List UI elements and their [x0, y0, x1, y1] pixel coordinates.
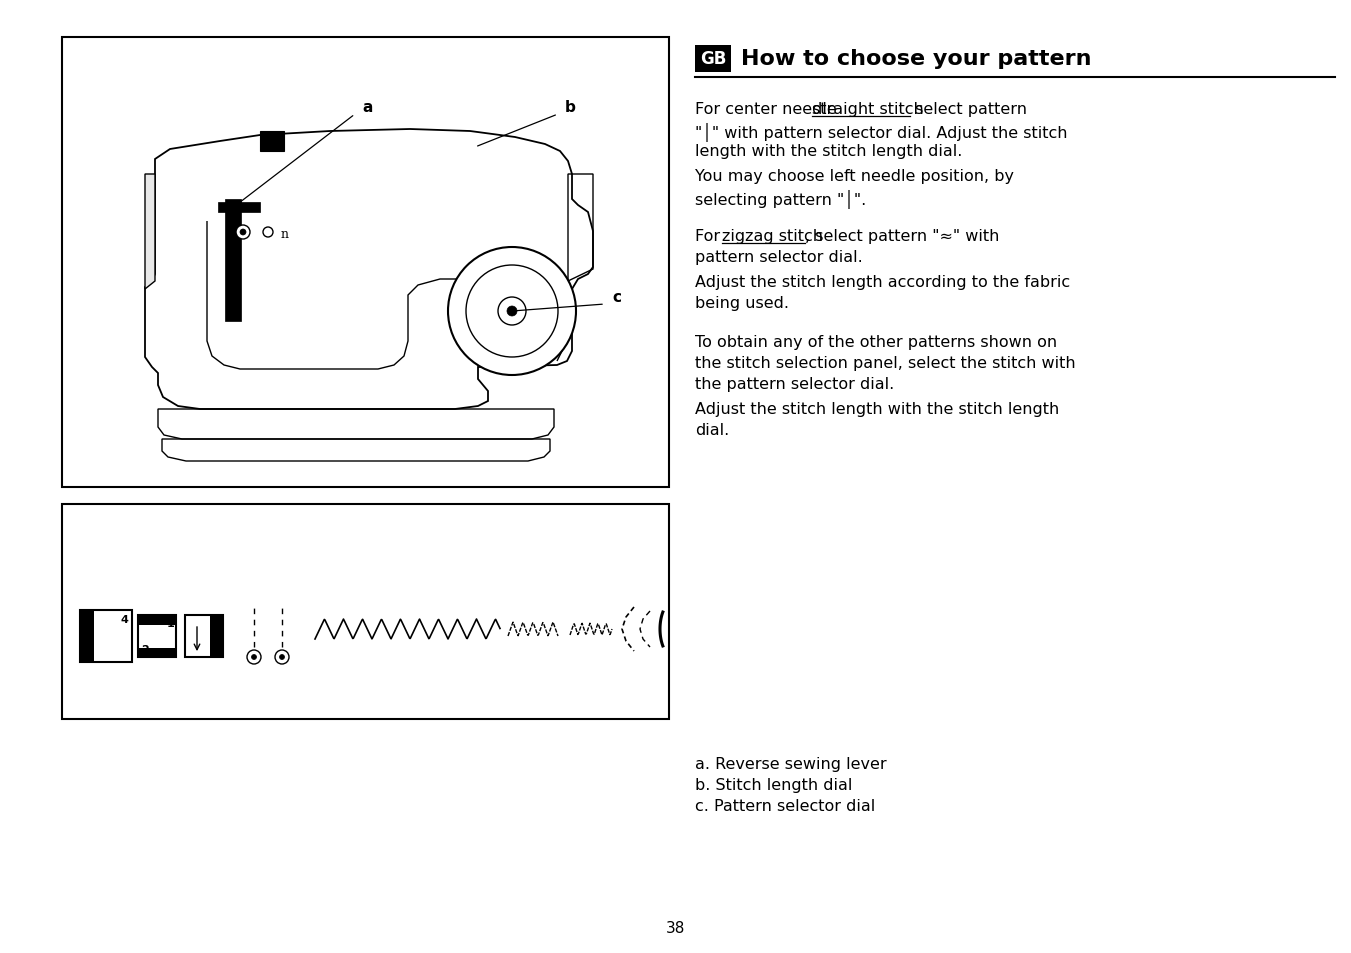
Circle shape	[507, 307, 517, 316]
Bar	[139, 617, 176, 625]
Bar	[139, 648, 176, 658]
Text: To obtain any of the other patterns shown on: To obtain any of the other patterns show…	[694, 335, 1056, 350]
Circle shape	[449, 248, 576, 375]
Text: "│" with pattern selector dial. Adjust the stitch: "│" with pattern selector dial. Adjust t…	[694, 123, 1067, 142]
Text: the stitch selection panel, select the stitch with: the stitch selection panel, select the s…	[694, 355, 1075, 371]
Text: a. Reverse sewing lever: a. Reverse sewing lever	[694, 757, 886, 771]
Text: GB: GB	[700, 50, 727, 68]
Polygon shape	[145, 174, 155, 290]
Circle shape	[265, 136, 280, 150]
Bar	[185, 616, 223, 658]
Text: 3: 3	[82, 648, 91, 659]
Text: n: n	[281, 229, 289, 241]
Circle shape	[466, 266, 558, 357]
Bar	[62, 504, 669, 720]
Circle shape	[263, 228, 273, 237]
Circle shape	[240, 230, 246, 235]
Text: How to choose your pattern: How to choose your pattern	[740, 49, 1092, 69]
Text: For: For	[694, 229, 725, 244]
Text: selecting pattern "│".: selecting pattern "│".	[694, 190, 866, 209]
Text: 38: 38	[665, 920, 685, 935]
Circle shape	[236, 226, 250, 240]
Circle shape	[499, 297, 526, 326]
Circle shape	[251, 655, 257, 659]
Bar	[694, 46, 731, 73]
Text: 1: 1	[213, 618, 222, 628]
Text: c: c	[612, 291, 621, 305]
Text: 2: 2	[141, 644, 149, 655]
Bar	[226, 200, 240, 322]
Text: straight stitch: straight stitch	[812, 102, 924, 117]
Text: b. Stitch length dial: b. Stitch length dial	[694, 778, 852, 792]
Text: a: a	[362, 100, 373, 115]
Text: , select pattern "≈" with: , select pattern "≈" with	[805, 229, 1000, 244]
Text: You may choose left needle position, by: You may choose left needle position, by	[694, 169, 1015, 184]
Bar	[81, 612, 95, 661]
Text: zigzag stitch: zigzag stitch	[721, 229, 823, 244]
Bar	[259, 132, 284, 152]
Text: b: b	[565, 100, 576, 115]
Bar	[62, 38, 669, 488]
Circle shape	[280, 655, 285, 659]
Text: length with the stitch length dial.: length with the stitch length dial.	[694, 144, 962, 159]
Text: c. Pattern selector dial: c. Pattern selector dial	[694, 799, 875, 813]
Text: select pattern: select pattern	[911, 102, 1027, 117]
Text: being used.: being used.	[694, 295, 789, 311]
Bar	[209, 617, 222, 657]
Text: For center needle: For center needle	[694, 102, 842, 117]
Bar	[218, 203, 259, 213]
Circle shape	[276, 650, 289, 664]
Text: dial.: dial.	[694, 422, 730, 437]
Text: the pattern selector dial.: the pattern selector dial.	[694, 376, 894, 392]
Text: Adjust the stitch length with the stitch length: Adjust the stitch length with the stitch…	[694, 401, 1059, 416]
Text: 4: 4	[120, 615, 128, 624]
Text: pattern selector dial.: pattern selector dial.	[694, 250, 863, 265]
Bar	[80, 610, 132, 662]
Circle shape	[247, 650, 261, 664]
Text: 1: 1	[166, 618, 174, 628]
Text: Adjust the stitch length according to the fabric: Adjust the stitch length according to th…	[694, 274, 1070, 290]
Bar	[138, 616, 176, 658]
